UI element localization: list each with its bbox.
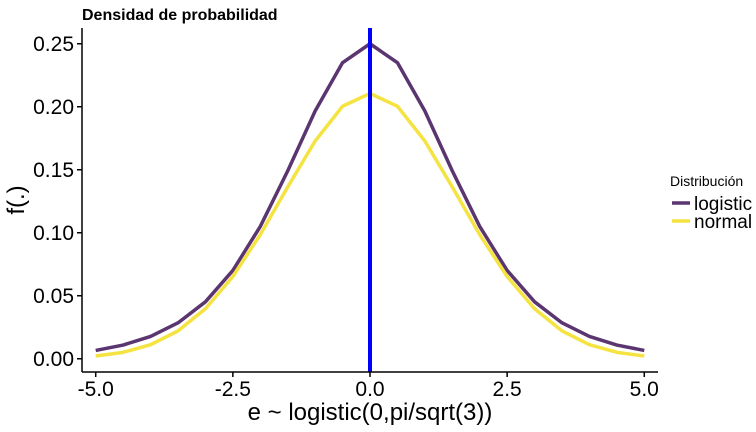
y-tick-label: 0.20 (33, 96, 74, 119)
legend-label-logistic: logistic (694, 194, 752, 215)
y-tick-label: 0.00 (33, 348, 74, 371)
y-tick-label: 0.05 (33, 285, 74, 308)
x-tick-label: 5.0 (630, 378, 659, 401)
chart-title: Densidad de probabilidad (82, 7, 278, 24)
x-tick-label: -5.0 (78, 378, 114, 401)
y-axis-ticks: 0.00 0.05 0.10 0.15 0.20 0.25 (33, 33, 82, 371)
x-tick-label: -2.5 (215, 378, 251, 401)
legend-title: Distribución (670, 173, 743, 189)
y-tick-label: 0.10 (33, 222, 74, 245)
y-axis-label: f(.) (3, 185, 30, 214)
x-tick-label: 2.5 (493, 378, 522, 401)
x-axis-ticks: -5.0 -2.5 0.0 2.5 5.0 (78, 372, 659, 401)
plot-area: -5.0 -2.5 0.0 2.5 5.0 0.000.050.100.150.200.… (33, 28, 659, 401)
y-tick-label: 0.25 (33, 33, 74, 56)
x-tick-label: 0.0 (355, 378, 384, 401)
y-tick-label: 0.15 (33, 159, 74, 182)
legend-label-normal: normal (694, 212, 752, 233)
x-axis-label: e ~ logistic(0,pi/sqrt(3)) (248, 399, 493, 426)
